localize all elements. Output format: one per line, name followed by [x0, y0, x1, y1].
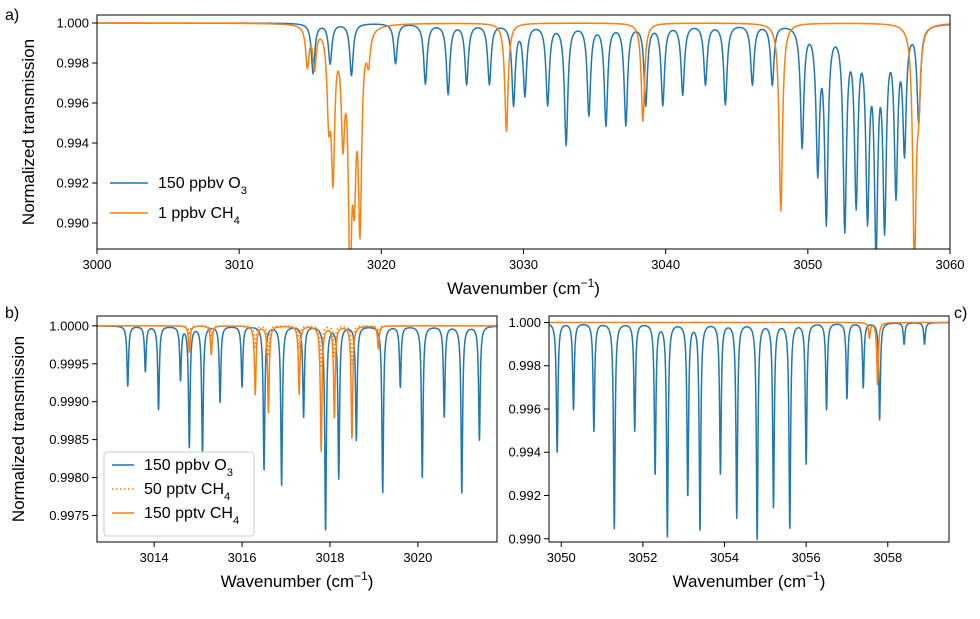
legend-entry-b: 50 pptv CH4: [144, 481, 230, 503]
legend-a: 150 ppbv O3 1 ppbv CH4: [110, 175, 247, 227]
y-tick-label-a: 0.994: [56, 136, 89, 151]
x-tick-label-c: 3052: [628, 550, 657, 565]
x-tick-label-b: 3016: [228, 550, 257, 565]
y-tick-label-c: 1.000: [508, 315, 541, 330]
legend-entry-a: 1 ppbv CH4: [158, 205, 240, 227]
axes-frame-b: [96, 315, 498, 543]
x-tick-label-b: 3018: [316, 550, 345, 565]
y-tick-label-c: 0.990: [508, 531, 541, 546]
y-tick-label-b: 0.9985: [49, 432, 89, 447]
axes-frame-c: [548, 315, 950, 543]
x-tick-label-a: 3030: [509, 257, 538, 272]
x-tick-label-c: 3054: [710, 550, 739, 565]
x-tick-label-a: 3060: [936, 257, 965, 272]
y-tick-label-c: 0.996: [508, 401, 541, 416]
x-tick-label-a: 3040: [651, 257, 680, 272]
y-axis-label-a: Normalized transmission: [19, 39, 38, 225]
x-axis-label-a: Wavenumber (cm−1): [447, 276, 600, 298]
panel-b-chart: 3014 3016 3018 3020 0.9975 0.9980 0.9985 0.9990…: [9, 315, 498, 591]
panel-a-label: a): [5, 7, 19, 24]
y-tick-label-a: 0.996: [56, 96, 89, 111]
x-tick-label-c: 3056: [792, 550, 821, 565]
panel-c-label: c): [954, 305, 967, 322]
y-tick-label-a: 0.992: [56, 176, 89, 191]
x-tick-label-c: 3058: [873, 550, 902, 565]
x-tick-label-a: 3010: [225, 257, 254, 272]
legend-box-b: [103, 451, 255, 537]
x-tick-label-a: 3000: [83, 257, 112, 272]
series-line-b-2: [97, 325, 497, 453]
x-axis-label-b: Wavenumber (cm−1): [221, 569, 374, 591]
y-tick-label-b: 0.9995: [49, 356, 89, 371]
plot-area-c: [549, 321, 949, 541]
x-tick-label-a: 3020: [367, 257, 396, 272]
y-tick-label-a: 0.998: [56, 56, 89, 71]
series-line-b-0: [97, 325, 497, 531]
series-line-c-0: [549, 321, 949, 541]
x-tick-label-b: 3014: [140, 550, 169, 565]
y-axis-label-b: Normalized transmission: [9, 336, 28, 522]
series-line-a-1: [97, 22, 950, 249]
panel-c-chart: 3050 3052 3054 3056 3058 0.990 0.992 0.994 0.996…: [508, 315, 950, 591]
plot-area-b: [97, 325, 497, 531]
y-tick-label-c: 0.994: [508, 445, 541, 460]
legend-entry-b: 150 ppbv O3: [144, 457, 233, 479]
legend-entry-a: 150 ppbv O3: [158, 175, 247, 197]
series-line-a-0: [97, 22, 950, 249]
x-tick-label-c: 3050: [547, 550, 576, 565]
y-tick-label-b: 0.9975: [49, 508, 89, 523]
series-line-c-1: [549, 321, 949, 386]
y-tick-label-b: 1.0000: [49, 318, 89, 333]
x-tick-label-b: 3020: [403, 550, 432, 565]
y-tick-label-b: 0.9990: [49, 394, 89, 409]
y-tick-label-b: 0.9980: [49, 470, 89, 485]
panel-b-label: b): [5, 305, 19, 322]
y-tick-label-c: 0.998: [508, 358, 541, 373]
y-tick-label-a: 0.990: [56, 216, 89, 231]
x-tick-label-a: 3050: [793, 257, 822, 272]
x-axis-label-c: Wavenumber (cm−1): [673, 569, 826, 591]
y-tick-label-a: 1.000: [56, 16, 89, 31]
y-tick-label-c: 0.992: [508, 488, 541, 503]
panel-a-chart: 3000 3010 3020 3030 3040 3050 3060 0.990 0.992 0.…: [19, 14, 965, 298]
legend-entry-b: 150 pptv CH4: [144, 505, 239, 527]
plot-area-a: [97, 22, 950, 249]
